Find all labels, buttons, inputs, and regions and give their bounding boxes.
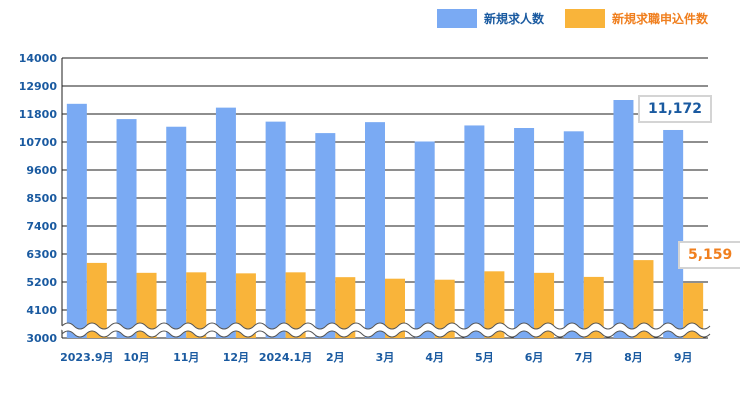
- bar-job-openings: [563, 131, 584, 338]
- bar-job-openings: [464, 125, 485, 338]
- legend-swatch-job-openings: [437, 9, 477, 28]
- bar-job-applications: [136, 272, 157, 338]
- x-tick-label: 4月: [425, 351, 444, 364]
- bar-job-openings: [215, 107, 236, 339]
- x-tick-label: 2024.1月: [259, 351, 312, 364]
- x-tick-label: 6月: [525, 351, 544, 364]
- bar-job-applications: [235, 273, 256, 338]
- x-tick-label: 9月: [674, 351, 693, 364]
- axis-break-line-bottom: [61, 330, 711, 338]
- legend-item-job-applications: 新規求職申込件数: [565, 9, 708, 28]
- y-tick-label: 12900: [19, 80, 58, 93]
- bar-job-openings: [66, 103, 87, 339]
- bar-job-openings: [315, 133, 336, 338]
- x-tick-label: 10月: [123, 351, 149, 364]
- y-tick-label: 8500: [26, 192, 57, 205]
- y-tick-label: 11800: [19, 108, 58, 121]
- y-tick-label: 6300: [26, 248, 57, 261]
- x-tick-label: 2月: [326, 351, 345, 364]
- bar-job-applications: [583, 276, 604, 338]
- x-tick-label: 12月: [223, 351, 249, 364]
- bar-job-applications: [385, 278, 405, 338]
- x-tick-label: 3月: [376, 351, 395, 364]
- callout-job-openings-latest: 11,172: [638, 95, 713, 123]
- y-tick-label: 5200: [26, 276, 57, 289]
- y-tick-label: 10700: [19, 136, 58, 149]
- y-tick-label: 4100: [26, 304, 57, 317]
- bar-job-applications: [633, 260, 654, 338]
- legend-label-job-openings: 新規求人数: [484, 12, 545, 26]
- legend-swatch-job-applications: [565, 9, 605, 28]
- callout-job-applications-latest: 5,159: [678, 241, 740, 269]
- y-tick-label: 7400: [26, 220, 57, 233]
- x-tick-label: 5月: [475, 351, 494, 364]
- x-tick-label: 7月: [574, 351, 593, 364]
- axis-break-band: [59, 323, 713, 337]
- x-tick-label: 11月: [173, 351, 199, 364]
- bar-job-openings: [613, 100, 634, 338]
- y-tick-label: 9600: [26, 164, 57, 177]
- y-tick-label: 3000: [26, 332, 57, 345]
- bar-job-openings: [365, 122, 385, 339]
- bar-job-applications: [86, 262, 107, 338]
- x-tick-label: 2023.9月: [60, 351, 113, 364]
- axis-break-line-top: [61, 322, 711, 330]
- legend-label-job-applications: 新規求職申込件数: [612, 12, 709, 26]
- bar-job-openings: [116, 119, 137, 338]
- bar-job-applications: [534, 272, 555, 338]
- bar-job-openings: [414, 141, 435, 338]
- bar-job-applications: [186, 272, 207, 338]
- bar-job-openings: [514, 128, 535, 338]
- bar-job-openings: [663, 129, 684, 338]
- x-tick-label: 8月: [624, 351, 643, 364]
- bar-job-applications: [335, 277, 356, 338]
- y-tick-label: 14000: [19, 52, 58, 65]
- bar-job-applications: [285, 272, 306, 338]
- legend-item-job-openings: 新規求人数: [437, 9, 544, 28]
- bar-job-openings: [166, 126, 187, 339]
- bar-job-applications: [484, 271, 505, 338]
- bar-job-openings: [265, 121, 286, 339]
